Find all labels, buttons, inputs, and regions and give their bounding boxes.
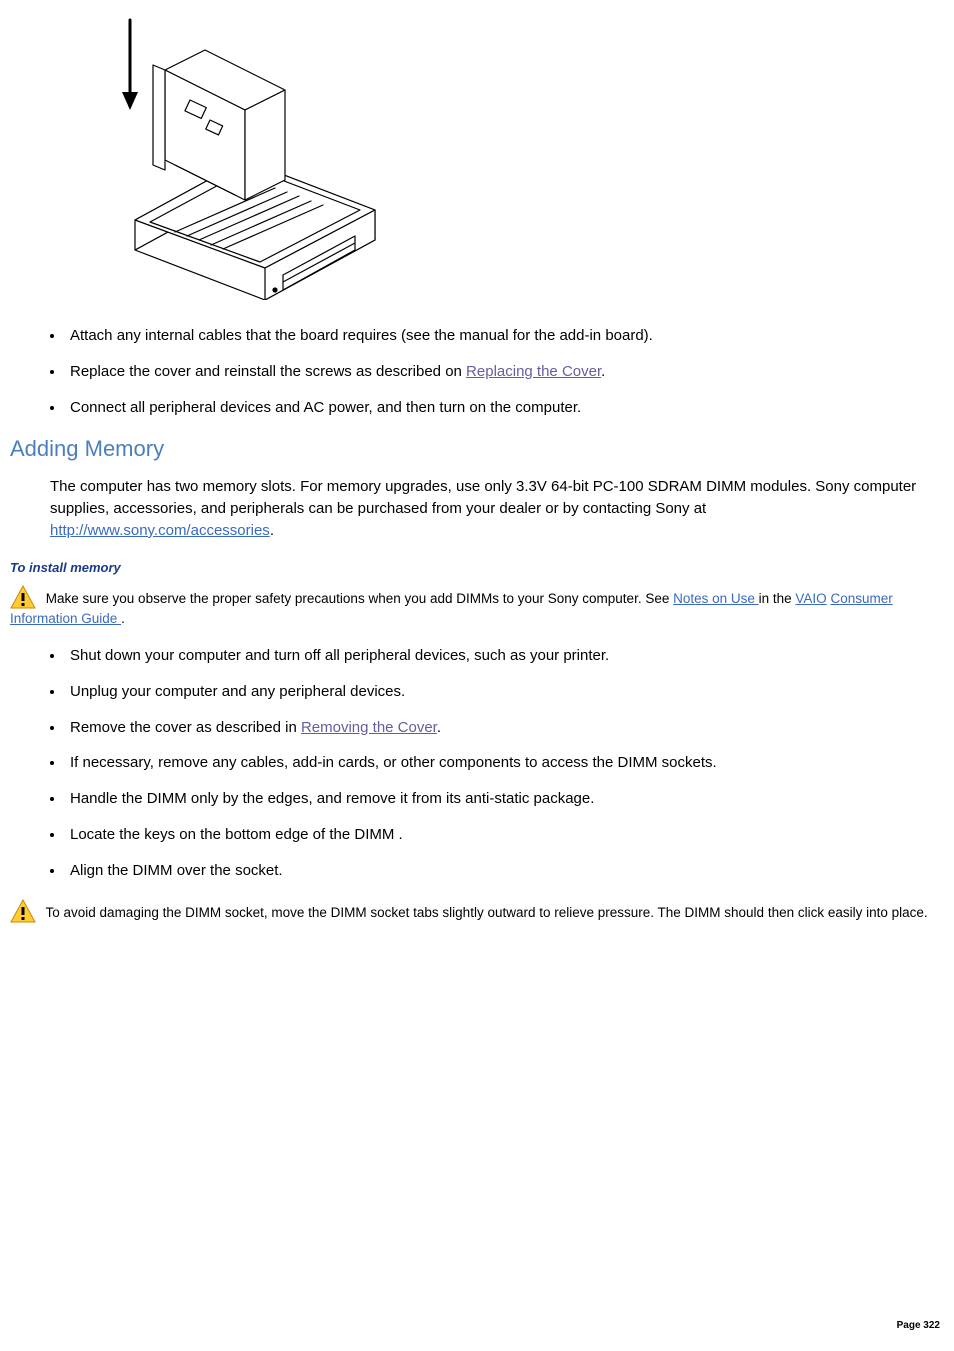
illustration-add-in-card	[75, 10, 944, 305]
note1-before: Make sure you observe the proper safety …	[46, 591, 673, 606]
note1-after: .	[121, 611, 125, 626]
install-bullet-list: Shut down your computer and turn off all…	[50, 645, 944, 881]
page-number: Page 322	[897, 1320, 940, 1331]
bullet-text: Unplug your computer and any peripheral …	[70, 683, 405, 700]
bullet-text: Align the DIMM over the socket.	[70, 862, 283, 879]
warning-note-1: Make sure you observe the proper safety …	[10, 585, 944, 630]
list-item: Remove the cover as described in Removin…	[50, 717, 944, 739]
bullet-text: Connect all peripheral devices and AC po…	[70, 399, 581, 416]
section-heading-adding-memory: Adding Memory	[10, 436, 944, 462]
note2-text: To avoid damaging the DIMM socket, move …	[46, 905, 928, 920]
list-item: Attach any internal cables that the boar…	[50, 325, 944, 347]
top-bullet-list: Attach any internal cables that the boar…	[50, 325, 944, 418]
note1-mid: in the	[759, 591, 796, 606]
bullet-text: Remove the cover as described in	[70, 719, 301, 736]
vaio-link[interactable]: VAIO	[795, 591, 826, 606]
bullet-text: If necessary, remove any cables, add-in …	[70, 754, 717, 771]
sub-heading-install-memory: To install memory	[10, 560, 944, 575]
list-item: Handle the DIMM only by the edges, and r…	[50, 788, 944, 810]
removing-cover-link[interactable]: Removing the Cover	[301, 719, 437, 736]
list-item: Shut down your computer and turn off all…	[50, 645, 944, 667]
bullet-suffix: .	[437, 719, 441, 736]
list-item: Connect all peripheral devices and AC po…	[50, 397, 944, 419]
list-item: Replace the cover and reinstall the scre…	[50, 361, 944, 383]
bullet-suffix: .	[601, 363, 605, 380]
bullet-text: Locate the keys on the bottom edge of th…	[70, 826, 403, 843]
list-item: Align the DIMM over the socket.	[50, 860, 944, 882]
intro-text-before: The computer has two memory slots. For m…	[50, 478, 916, 517]
intro-text-after: .	[270, 522, 274, 539]
bullet-text: Attach any internal cables that the boar…	[70, 327, 653, 344]
list-item: If necessary, remove any cables, add-in …	[50, 752, 944, 774]
sony-accessories-link[interactable]: http://www.sony.com/accessories	[50, 522, 270, 539]
intro-paragraph: The computer has two memory slots. For m…	[50, 476, 934, 541]
warning-note-2: To avoid damaging the DIMM socket, move …	[10, 899, 944, 923]
list-item: Unplug your computer and any peripheral …	[50, 681, 944, 703]
list-item: Locate the keys on the bottom edge of th…	[50, 824, 944, 846]
notes-on-use-link[interactable]: Notes on Use	[673, 591, 759, 606]
bullet-text: Handle the DIMM only by the edges, and r…	[70, 790, 594, 807]
warning-icon	[10, 585, 36, 609]
bullet-text: Shut down your computer and turn off all…	[70, 647, 609, 664]
bullet-text: Replace the cover and reinstall the scre…	[70, 363, 466, 380]
warning-icon	[10, 899, 36, 923]
replacing-cover-link[interactable]: Replacing the Cover	[466, 363, 601, 380]
